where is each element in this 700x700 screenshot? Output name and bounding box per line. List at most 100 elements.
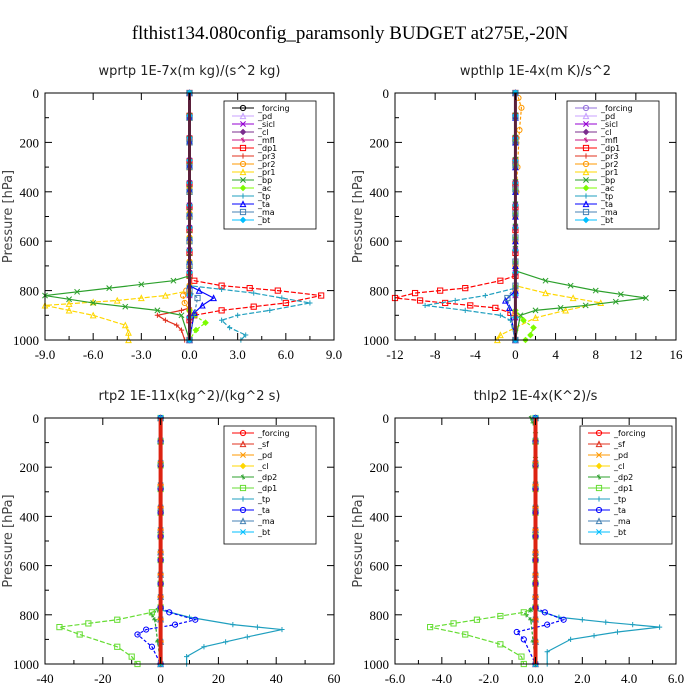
x-tick-label: 0.0 <box>527 671 543 686</box>
legend-label: _pr2 <box>600 160 618 169</box>
x-tick-label: -4.0 <box>432 671 453 686</box>
data-point <box>513 628 520 636</box>
legend-marker <box>240 121 246 127</box>
data-point <box>542 289 549 297</box>
data-point <box>544 649 550 655</box>
data-point <box>89 311 97 319</box>
y-tick-label: 600 <box>370 234 390 249</box>
y-axis-label: Pressure [hPa] <box>1 494 16 587</box>
data-point <box>122 303 129 310</box>
data-point <box>496 331 504 339</box>
x-tick-label: 8 <box>592 347 599 362</box>
legend-label: _cl <box>613 462 625 471</box>
series-line <box>188 93 215 341</box>
legend-label: _ta <box>600 200 613 209</box>
data-point <box>170 277 177 284</box>
data-point <box>134 631 141 638</box>
legend-label: _dp2 <box>613 473 633 482</box>
legend-label: _sf <box>257 440 269 449</box>
data-point <box>422 302 428 309</box>
data-point <box>184 654 190 660</box>
y-tick-label: 1000 <box>13 657 39 672</box>
data-point <box>541 609 548 616</box>
y-tick-label: 800 <box>370 608 390 623</box>
legend-label: _pd <box>257 451 272 460</box>
data-point <box>166 609 173 616</box>
data-point <box>617 291 624 298</box>
data-point <box>192 326 200 334</box>
chart-panel-3: rtp2 1E-11x(kg^2)/(kg^2 s) Pressure [hPa]… <box>1 389 341 686</box>
data-point <box>106 285 113 292</box>
data-point <box>113 296 121 304</box>
data-point <box>473 616 481 623</box>
data-point <box>65 300 73 307</box>
figure-title: flthist134.080config_paramsonly BUDGET a… <box>132 23 569 44</box>
data-point <box>614 629 621 635</box>
x-tick-label: -40 <box>36 671 53 686</box>
data-point <box>569 294 577 302</box>
legend-marker <box>595 506 603 514</box>
x-tick-label: 6.0 <box>668 671 684 686</box>
legend-label: _bt <box>257 528 270 537</box>
legend-label: _dp2 <box>257 473 277 482</box>
data-point <box>76 631 83 638</box>
data-point <box>532 314 539 321</box>
y-tick-label: 200 <box>370 135 390 150</box>
legend-marker <box>239 216 247 224</box>
data-point <box>219 286 225 292</box>
data-point <box>612 298 619 305</box>
data-point <box>191 277 198 284</box>
legend-label: _ac <box>600 184 614 193</box>
legend-label: _cl <box>600 128 612 137</box>
data-point <box>657 624 663 630</box>
legend-marker <box>240 177 246 183</box>
data-point <box>467 302 474 309</box>
data-point <box>174 322 180 328</box>
legend-label: _bt <box>257 216 270 225</box>
data-point <box>192 616 199 623</box>
data-point <box>462 631 469 638</box>
data-point <box>85 620 92 627</box>
legend-marker <box>595 440 603 448</box>
data-point <box>243 332 249 338</box>
legend-label: _ta <box>257 200 270 209</box>
legend-marker <box>583 153 589 159</box>
x-tick-label: 2.0 <box>574 671 590 686</box>
y-tick-label: 400 <box>370 185 390 200</box>
data-point <box>267 307 273 313</box>
y-tick-label: 800 <box>20 284 40 299</box>
series-line <box>514 92 523 340</box>
data-point <box>427 624 434 631</box>
data-point <box>452 297 458 304</box>
legend-marker <box>239 104 247 112</box>
legend-marker <box>582 104 590 112</box>
legend-box <box>223 425 317 545</box>
data-point <box>254 624 261 630</box>
legend-marker <box>239 506 247 514</box>
legend-label: _ac <box>257 184 271 193</box>
legend-marker <box>583 121 589 127</box>
data-point <box>462 285 469 292</box>
legend-marker <box>596 496 602 502</box>
data-point <box>235 312 241 318</box>
data-point <box>497 277 504 284</box>
legend-box <box>223 100 317 230</box>
data-point <box>557 304 564 311</box>
legend-marker <box>240 474 246 480</box>
y-tick-label: 600 <box>20 234 40 249</box>
data-point <box>544 621 551 628</box>
panel-title: wprtp 1E-7x(m kg)/(s^2 kg) <box>99 64 281 79</box>
legend-label: _sicl <box>257 120 275 129</box>
x-tick-label: -8 <box>430 347 441 362</box>
x-tick-label: 6.0 <box>278 347 294 362</box>
data-point <box>520 316 527 324</box>
data-point <box>318 292 325 299</box>
legend-marker <box>240 193 246 199</box>
legend-label: _bp <box>600 176 615 185</box>
data-point <box>223 639 229 645</box>
x-tick-label: 60 <box>328 671 341 686</box>
data-point <box>411 289 419 297</box>
x-tick-label: 4 <box>552 347 559 362</box>
y-tick-label: 0 <box>383 411 390 426</box>
legend-label: _forcing <box>257 429 290 438</box>
